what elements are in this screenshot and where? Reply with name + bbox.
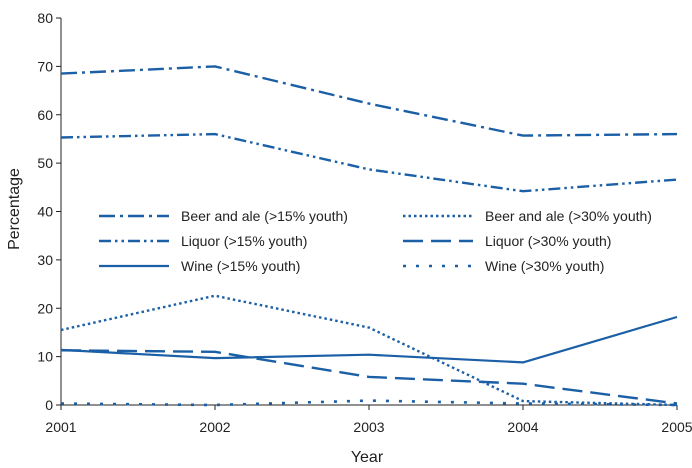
series-line-beer-and-ale-15-youth <box>60 65 678 137</box>
series-line-wine-30-youth <box>60 399 678 407</box>
series-line-liquor-30-youth <box>60 349 678 405</box>
y-tick-label-70: 70 <box>37 58 53 74</box>
y-tick-label-50: 50 <box>37 155 53 171</box>
series-line-beer-and-ale-30-youth <box>60 294 678 407</box>
legend-label-beer-and-ale-30-youth: Beer and ale (>30% youth) <box>485 208 652 224</box>
legend-label-wine-30-youth: Wine (>30% youth) <box>485 258 604 274</box>
x-tick-label-2004: 2004 <box>507 419 538 435</box>
x-tick-label-2001: 2001 <box>45 419 76 435</box>
legend-label-liquor-30-youth: Liquor (>30% youth) <box>485 233 611 249</box>
series-line-wine-15-youth <box>60 315 678 364</box>
y-tick-label-80: 80 <box>37 10 53 26</box>
y-tick-label-40: 40 <box>37 204 53 220</box>
y-axis-label: Percentage <box>6 168 23 250</box>
legend-label-beer-and-ale-15-youth: Beer and ale (>15% youth) <box>181 208 348 224</box>
y-tick-label-20: 20 <box>37 300 53 316</box>
legend-label-liquor-15-youth: Liquor (>15% youth) <box>181 233 307 249</box>
y-tick-label-0: 0 <box>45 397 53 413</box>
series-line-liquor-15-youth <box>60 132 678 193</box>
y-tick-label-30: 30 <box>37 252 53 268</box>
legend-label-wine-15-youth: Wine (>15% youth) <box>181 258 300 274</box>
y-tick-label-10: 10 <box>37 349 53 365</box>
x-tick-label-2005: 2005 <box>661 419 692 435</box>
x-tick-label-2003: 2003 <box>353 419 384 435</box>
y-tick-label-60: 60 <box>37 107 53 123</box>
x-tick-label-2002: 2002 <box>199 419 230 435</box>
axes: 0 10 20 30 40 50 60 70 80 2001 2002 2003 2004 2005 <box>37 10 692 435</box>
series-lines <box>60 65 678 407</box>
legend: Beer and ale (>15% youth) Beer and ale (>… <box>99 208 652 274</box>
x-axis-label: Year <box>351 449 384 466</box>
